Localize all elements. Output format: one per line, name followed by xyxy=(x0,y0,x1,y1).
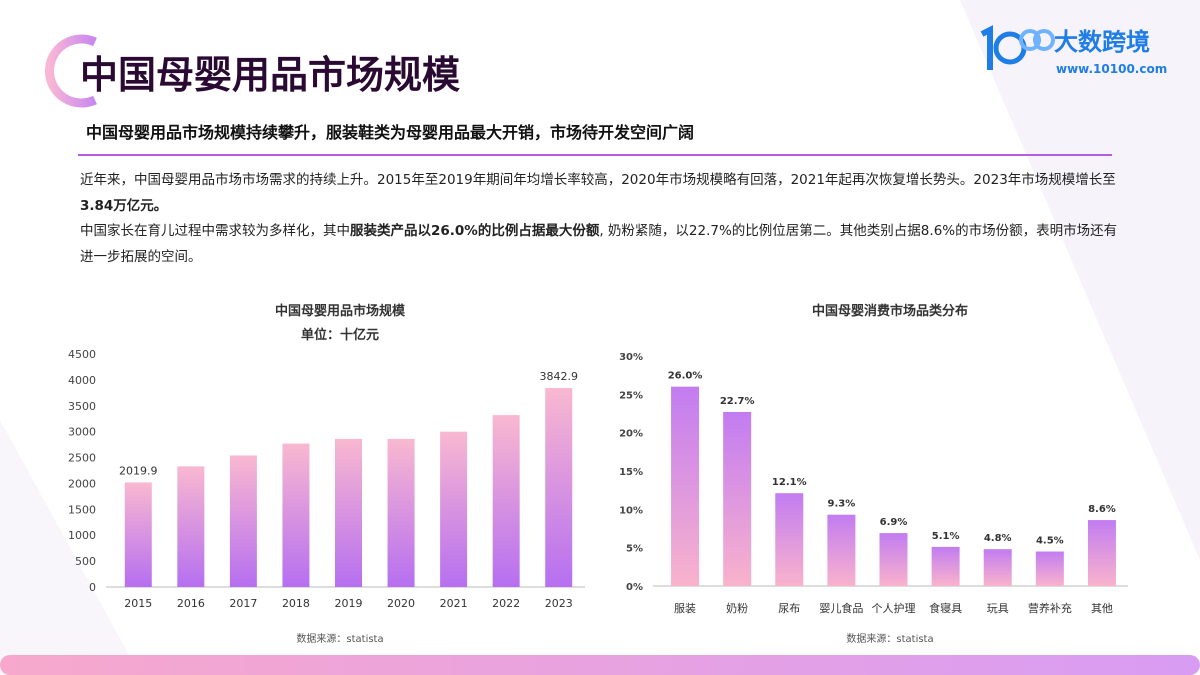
bar xyxy=(775,493,804,586)
data-label: 6.9% xyxy=(880,517,908,528)
logo-icon xyxy=(980,25,1055,70)
data-label: 8.6% xyxy=(1088,504,1116,515)
x-tick-label: 营养补充 xyxy=(1028,601,1072,615)
bar xyxy=(492,415,520,587)
x-tick-label: 2015 xyxy=(124,597,152,610)
bar xyxy=(931,546,960,586)
y-tick-label: 1000 xyxy=(68,529,96,542)
bar xyxy=(177,466,205,587)
data-label: 5.1% xyxy=(932,531,960,542)
source: 数据来源：statista xyxy=(846,632,933,645)
y-tick-label: 0% xyxy=(626,582,643,593)
y-tick-label: 500 xyxy=(75,555,96,568)
bar xyxy=(335,438,362,587)
data-label: 4.8% xyxy=(984,533,1012,544)
bar xyxy=(440,431,468,587)
y-tick-label: 5% xyxy=(626,544,643,555)
bg-shape xyxy=(960,0,1200,560)
x-tick-label: 2017 xyxy=(229,597,257,610)
source: 数据来源：statista xyxy=(296,632,383,645)
x-tick-label: 奶粉 xyxy=(726,601,748,615)
x-tick-label: 2021 xyxy=(440,597,468,610)
y-tick-label: 3000 xyxy=(68,426,96,439)
bar xyxy=(282,443,310,587)
bar xyxy=(827,514,856,586)
bar xyxy=(229,455,257,587)
bg-shape xyxy=(0,420,140,675)
chart-subtitle: 单位：十亿元 xyxy=(301,327,379,343)
bar xyxy=(723,411,752,586)
x-tick-label: 2018 xyxy=(282,597,310,610)
x-tick-label: 婴儿食品 xyxy=(819,601,863,615)
text: , 奶粉紧随，以22.7%的比例位居第二。其他类别占据8.6%的市场份额，表明市… xyxy=(80,223,1118,265)
bar xyxy=(1087,520,1116,586)
data-label: 22.7% xyxy=(720,396,755,407)
bar xyxy=(879,533,908,586)
chart-title: 中国母婴用品市场规模 xyxy=(275,303,406,319)
x-tick-label: 玩具 xyxy=(987,602,1009,615)
data-label: 12.1% xyxy=(772,477,807,488)
x-tick-label: 2016 xyxy=(177,597,205,610)
subtitle: 中国母婴用品市场规模持续攀升，服装鞋类为母婴用品最大开销，市场待开发空间广阔 xyxy=(86,123,694,142)
highlight: 服装类产品以26.0%的比例占据最大份额 xyxy=(350,223,600,239)
bar xyxy=(124,482,152,587)
data-label: 2019.9 xyxy=(119,464,158,477)
x-tick-label: 2020 xyxy=(387,597,415,610)
y-tick-label: 4000 xyxy=(68,374,96,387)
data-label: 4.5% xyxy=(1036,536,1064,547)
y-tick-label: 0 xyxy=(89,581,96,594)
paragraph: 中国家长在育儿过程中需求较为多样化，其中服装类产品以26.0%的比例占据最大份额… xyxy=(80,219,1125,270)
x-tick-label: 食寝具 xyxy=(929,601,962,615)
footer-band xyxy=(0,655,1200,675)
logo-url: www.10100.com xyxy=(1056,62,1167,76)
paragraphs: 近年来，中国母婴用品市场市场需求的持续上升。2015年至2019年期间年均增长率… xyxy=(80,168,1125,270)
y-tick-label: 15% xyxy=(619,467,643,478)
x-tick-label: 2019 xyxy=(335,597,363,610)
data-label: 9.3% xyxy=(828,499,856,510)
y-tick-label: 20% xyxy=(619,429,643,440)
highlight: 3.84万亿元。 xyxy=(80,197,168,214)
x-tick-label: 个人护理 xyxy=(872,601,916,615)
bar xyxy=(545,388,573,587)
x-tick-label: 2023 xyxy=(545,597,573,610)
paragraph: 近年来，中国母婴用品市场市场需求的持续上升。2015年至2019年期间年均增长率… xyxy=(80,168,1125,219)
y-tick-label: 2000 xyxy=(68,477,96,490)
x-tick-label: 其他 xyxy=(1091,602,1113,615)
title: 中国母婴用品市场规模 xyxy=(80,53,460,97)
title-ornament xyxy=(44,34,97,108)
y-tick-label: 30% xyxy=(619,352,643,363)
y-tick-label: 4500 xyxy=(68,348,96,361)
logo-name: 大数跨境 xyxy=(1054,28,1150,56)
chart-title: 中国母婴消费市场品类分布 xyxy=(812,303,968,319)
bar xyxy=(671,386,700,586)
text: 近年来，中国母婴用品市场市场需求的持续上升。2015年至2019年期间年均增长率… xyxy=(80,172,1116,188)
x-tick-label: 2022 xyxy=(492,597,520,610)
data-label: 3842.9 xyxy=(539,370,578,383)
text: 中国家长在育儿过程中需求较为多样化，其中 xyxy=(80,223,350,239)
data-label: 26.0% xyxy=(668,371,703,382)
x-tick-label: 尿布 xyxy=(778,602,800,615)
y-tick-label: 3500 xyxy=(68,400,96,413)
bar xyxy=(387,438,415,587)
y-tick-label: 1500 xyxy=(68,503,96,516)
y-tick-label: 25% xyxy=(619,390,643,401)
bar xyxy=(1035,551,1064,586)
y-tick-label: 10% xyxy=(619,505,643,516)
x-tick-label: 服装 xyxy=(674,602,696,615)
y-tick-label: 2500 xyxy=(68,452,96,465)
bar xyxy=(983,549,1012,586)
